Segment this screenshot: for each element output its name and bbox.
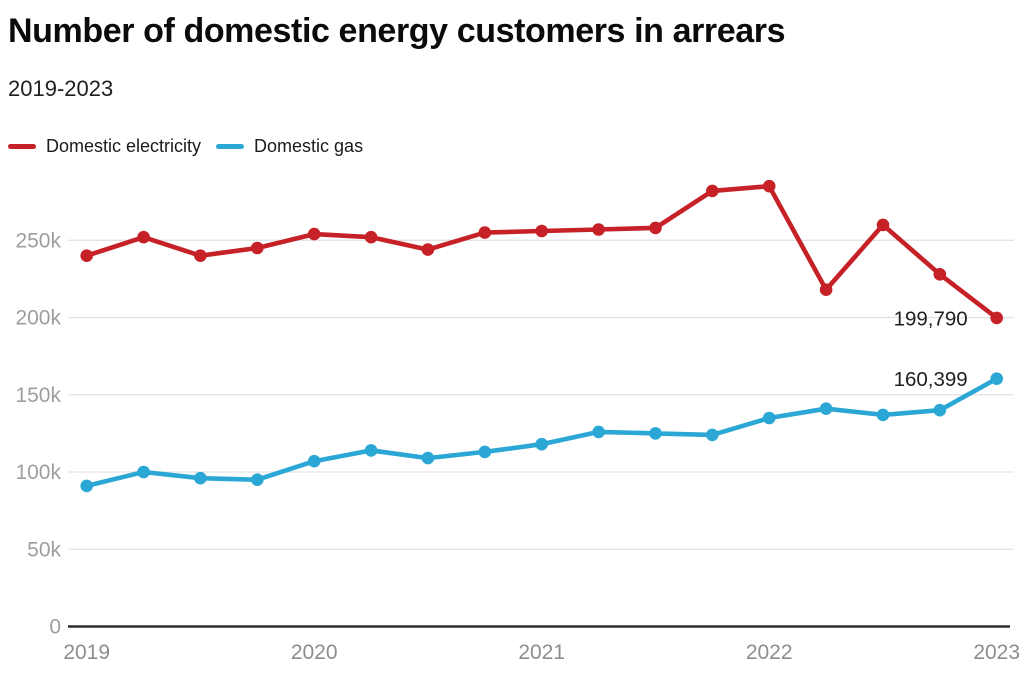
legend-item-electricity: Domestic electricity [8,136,201,157]
data-point-domestic-gas [307,454,321,468]
data-point-domestic-gas [137,465,150,479]
data-point-domestic-electricity [250,241,264,255]
data-point-domestic-electricity [990,311,1003,325]
data-point-domestic-electricity [592,223,605,236]
data-point-domestic-electricity [137,230,150,244]
y-tick-label: 200k [15,307,61,330]
data-point-domestic-electricity [478,226,492,239]
data-point-domestic-electricity [421,243,435,256]
data-point-domestic-gas [762,411,776,425]
legend-item-gas: Domestic gas [216,136,363,157]
data-point-domestic-gas [990,372,1003,386]
end-value-label-domestic-gas: 160,399 [894,368,968,391]
data-point-domestic-electricity [194,249,207,262]
legend-swatch-electricity-icon [8,144,36,149]
end-value-label-domestic-electricity: 199,790 [894,307,968,330]
data-point-domestic-gas [478,445,492,459]
data-point-domestic-electricity [649,221,662,235]
chart-subtitle: 2019-2023 [8,76,114,101]
data-point-domestic-gas [649,427,662,440]
legend: Domestic electricity Domestic gas [8,136,363,157]
y-tick-label: 100k [15,461,61,484]
y-tick-label: 0 [49,616,61,639]
data-point-domestic-gas [421,451,435,465]
data-point-domestic-gas [876,408,890,422]
data-point-domestic-gas [80,479,93,493]
x-tick-label: 2022 [746,641,793,664]
data-point-domestic-electricity [933,268,947,281]
data-point-domestic-electricity [819,283,833,297]
data-point-domestic-gas [706,428,719,442]
data-point-domestic-gas [535,437,548,451]
legend-swatch-gas-icon [216,144,245,149]
y-tick-label: 50k [27,538,61,561]
legend-label-electricity: Domestic electricity [46,136,202,156]
data-point-domestic-electricity [307,227,321,241]
data-point-domestic-electricity [706,184,719,198]
y-tick-label: 150k [15,384,61,407]
data-point-domestic-electricity [80,249,93,262]
series-line-domestic-electricity [84,183,1000,321]
data-point-domestic-gas [819,402,833,416]
chart-title: Number of domestic energy customers in a… [8,12,786,50]
data-point-domestic-gas [250,473,264,487]
data-point-domestic-electricity [535,224,548,238]
x-tick-label: 2020 [291,641,338,664]
y-tick-label: 250k [15,229,61,252]
data-point-domestic-gas [194,471,207,485]
data-point-domestic-gas [933,403,947,417]
data-point-domestic-electricity [762,179,776,193]
x-tick-label: 2019 [63,641,110,664]
x-tick-label: 2023 [973,641,1020,664]
data-point-domestic-electricity [364,230,378,244]
data-point-domestic-electricity [876,218,890,232]
legend-label-gas: Domestic gas [254,136,364,156]
data-point-domestic-gas [592,425,605,439]
data-point-domestic-gas [364,444,378,457]
x-tick-label: 2021 [518,641,565,664]
